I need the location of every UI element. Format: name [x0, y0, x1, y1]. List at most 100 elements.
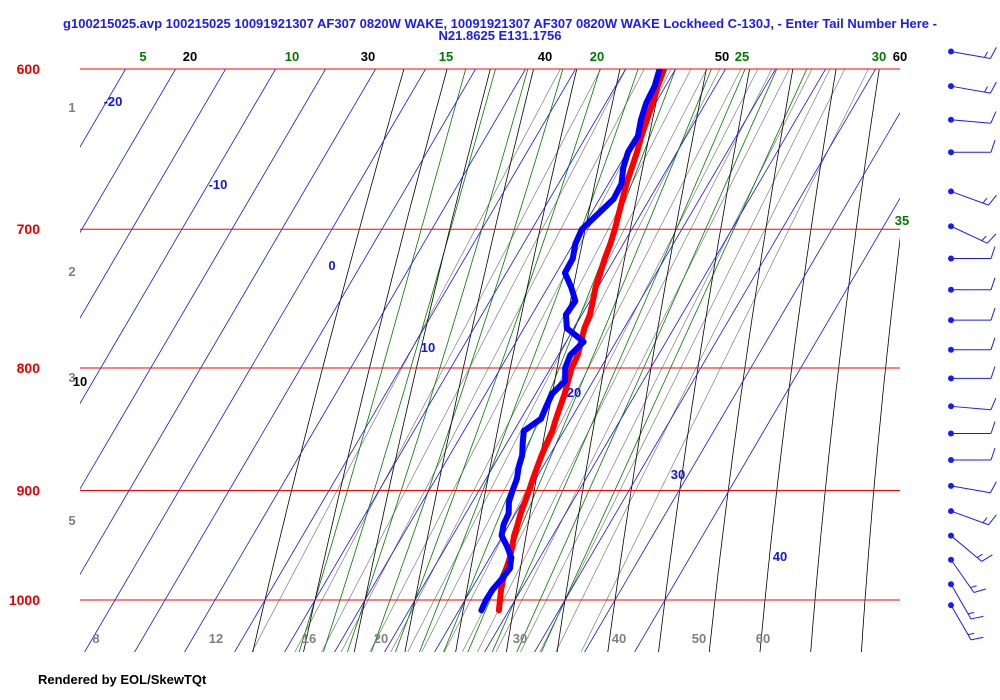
isotherm-label: 10 — [421, 340, 435, 355]
title-line-1: g100215025.avp 100215025 10091921307 AF3… — [63, 16, 937, 31]
isotherm-line — [80, 69, 177, 234]
wind-barb — [948, 337, 996, 353]
dewpoint-profile — [478, 69, 663, 614]
moist-adiabat-line — [298, 69, 467, 652]
dry-adiabat-line — [556, 69, 664, 652]
dry-adiabat-label: 20 — [183, 49, 197, 64]
moist-adiabat-label: 5 — [139, 49, 146, 64]
wind-barb — [948, 447, 996, 464]
moist-adiabat-line — [322, 69, 496, 652]
wind-barb — [948, 532, 993, 562]
mixing-ratio-lines — [251, 69, 869, 652]
pressure-label: 800 — [17, 360, 41, 376]
mixing-ratio-line — [340, 69, 645, 652]
wind-barb — [948, 421, 996, 437]
dry-adiabat-label: 60 — [893, 49, 907, 64]
isotherm-line — [80, 69, 127, 148]
mixing-ratio-line — [421, 69, 721, 652]
height-label: 5 — [68, 513, 75, 528]
moist-adiabat-line — [371, 69, 564, 652]
moist-adiabat-label: 15 — [439, 49, 453, 64]
dry-adiabat-line — [303, 69, 448, 652]
moist-adiabat-line — [346, 69, 529, 652]
wind-barb — [948, 47, 997, 59]
isotherm-line — [234, 69, 577, 652]
wind-barb — [948, 81, 997, 94]
isotherm-line — [134, 69, 477, 652]
moist-adiabat-line — [491, 69, 746, 652]
wind-barb — [948, 397, 997, 411]
mixing-ratio-label: 20 — [374, 631, 388, 646]
mixing-ratio-label: 40 — [612, 631, 626, 646]
isotherm-label: 20 — [567, 385, 581, 400]
mixing-ratio-label: 30 — [513, 631, 527, 646]
wind-barb — [948, 111, 997, 124]
wind-barb — [948, 508, 997, 526]
height-label: 3 — [68, 370, 75, 385]
profiles — [478, 69, 668, 614]
isotherm-label: -20 — [104, 94, 123, 109]
moist-adiabat-line — [419, 69, 639, 652]
pressure-label: 900 — [17, 482, 41, 498]
dry-adiabat-line — [658, 69, 751, 652]
isotherm-line — [80, 69, 327, 490]
isotherm-line — [434, 69, 777, 652]
dry-adiabat-line — [353, 69, 491, 652]
moist-adiabat-label: 20 — [590, 49, 604, 64]
moist-adiabat-label: 35 — [895, 213, 909, 228]
wind-barb — [948, 223, 997, 244]
footer-credit: Rendered by EOL/SkewTQt — [38, 672, 207, 687]
temperature-profile — [495, 69, 668, 614]
height-label: 1 — [68, 100, 75, 115]
mixing-ratio-line — [580, 69, 869, 652]
isotherm-line — [80, 69, 277, 405]
isotherm-line — [484, 69, 827, 652]
isotherm-line — [80, 69, 377, 576]
isobars — [80, 68, 900, 601]
isotherm-label: 30 — [671, 467, 685, 482]
mixing-ratio-line — [539, 69, 831, 652]
mixing-ratio-line — [251, 69, 561, 652]
dry-adiabat-label: 10 — [73, 374, 87, 389]
dry-adiabat-line — [810, 69, 880, 652]
moist-adiabat-label: 25 — [735, 49, 749, 64]
wind-barb — [948, 140, 996, 156]
wind-barb — [948, 308, 996, 324]
mixing-ratio-line — [443, 69, 742, 652]
dry-adiabat-line — [404, 69, 535, 652]
isotherm-line — [384, 69, 727, 652]
isotherms — [80, 69, 900, 652]
moist-adiabat-label: 30 — [872, 49, 886, 64]
pressure-label: 600 — [17, 61, 41, 77]
mixing-ratio-line — [476, 69, 773, 652]
pressure-label: 1000 — [9, 592, 40, 608]
isotherm-label: -10 — [209, 177, 228, 192]
wind-barb — [948, 602, 984, 641]
mixing-ratio-line — [321, 69, 627, 652]
mixing-ratio-label: 60 — [756, 631, 770, 646]
wind-barb — [948, 556, 987, 593]
height-label: 2 — [68, 264, 75, 279]
wind-barb — [948, 188, 997, 206]
dry-adiabat-line — [759, 69, 837, 652]
isotherm-line — [84, 69, 427, 652]
isotherm-label: 0 — [328, 258, 335, 273]
isotherm-line — [534, 69, 877, 652]
dry-adiabat-label: 50 — [715, 49, 729, 64]
mixing-ratio-line — [520, 69, 813, 652]
mixing-ratio-line — [555, 69, 846, 652]
mixing-ratio-line — [294, 69, 602, 652]
dry-adiabat-line — [912, 0, 976, 661]
mixing-ratio-label: 8 — [92, 631, 99, 646]
mixing-ratio-line — [390, 69, 692, 652]
wind-barb — [948, 246, 996, 262]
wind-barbs — [948, 47, 997, 641]
wind-barb — [948, 481, 997, 494]
dry-adiabat-line — [861, 236, 900, 652]
pressure-label: 700 — [17, 221, 41, 237]
mixing-ratio-label: 50 — [692, 631, 706, 646]
dry-adiabat-line — [607, 69, 707, 652]
dry-adiabats — [252, 0, 976, 661]
